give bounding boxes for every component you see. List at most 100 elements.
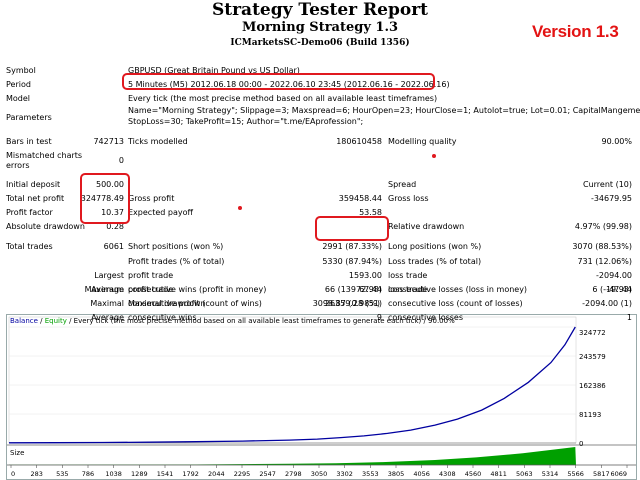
quality-value: 90.00% bbox=[601, 137, 632, 146]
relative-drawdown-value: 4.97% (99.98) bbox=[574, 222, 632, 231]
short-positions-value: 2991 (87.33%) bbox=[322, 242, 382, 251]
x-tick-label: 2044 bbox=[208, 470, 225, 478]
profit-trades-value: 5330 (87.94%) bbox=[322, 257, 382, 266]
parameters-line-1: Name="Morning Strategy"; Slippage=3; Max… bbox=[128, 106, 640, 115]
y-tick-label: 324772 bbox=[579, 329, 606, 337]
long-positions-label: Long positions (won %) bbox=[388, 242, 482, 251]
maximal-drawdown-value: 3098.87 (0.98%) bbox=[312, 299, 380, 308]
size-label: Size bbox=[10, 449, 24, 457]
model-label: Model bbox=[6, 94, 31, 103]
maximum-profit-value: 66 (13972.98) bbox=[324, 285, 382, 294]
drawdown-highlight bbox=[315, 216, 389, 241]
strategy-name: Morning Strategy 1.3 bbox=[241, 20, 399, 35]
spread-label: Spread bbox=[388, 180, 417, 189]
x-tick-label: 3302 bbox=[336, 470, 353, 478]
mismatch-label-2: errors bbox=[6, 161, 30, 170]
parameters-label: Parameters bbox=[6, 113, 52, 122]
ticks-value: 180610458 bbox=[336, 137, 382, 146]
maximal-label: Maximal bbox=[90, 299, 124, 308]
x-tick-label: 5063 bbox=[516, 470, 533, 478]
loss-trades-value: 731 (12.06%) bbox=[577, 257, 632, 266]
x-tick-label: 283 bbox=[30, 470, 42, 478]
x-tick-label: 4560 bbox=[465, 470, 482, 478]
x-tick-label: 0 bbox=[11, 470, 15, 478]
average-consecutive-profit-label: consecutive wins bbox=[128, 313, 197, 322]
model-value: Every tick (the most precise method base… bbox=[128, 94, 438, 103]
long-positions-value: 3070 (88.53%) bbox=[572, 242, 632, 251]
x-tick-label: 4811 bbox=[490, 470, 507, 478]
average-profit-label: profit trade bbox=[128, 285, 174, 294]
maximal-loss-value: -2094.00 (1) bbox=[582, 299, 632, 308]
maximum-label: Maximum bbox=[84, 285, 124, 294]
quality-label: Modelling quality bbox=[388, 137, 457, 146]
deposit-value: 500.00 bbox=[96, 180, 124, 189]
x-tick-label: 2295 bbox=[234, 470, 251, 478]
bars-value: 742713 bbox=[93, 137, 124, 146]
maximal-loss-label: consecutive loss (count of losses) bbox=[388, 299, 523, 308]
chart-plot: 324772 243579 162386 81193 0 Size 0 283 535 786 10… bbox=[7, 316, 636, 478]
maximum-loss-label: consecutive losses (loss in money) bbox=[388, 285, 528, 294]
short-positions-label: Short positions (won %) bbox=[128, 242, 224, 251]
profit-factor-value: 10.37 bbox=[101, 208, 124, 217]
average-label: Average bbox=[91, 285, 124, 294]
server-info: ICMarketsSC-Demo06 (Build 1356) bbox=[230, 38, 410, 48]
mismatch-value: 0 bbox=[118, 156, 124, 165]
average-loss-value: -47.44 bbox=[606, 285, 632, 294]
x-tick-label: 5566 bbox=[567, 470, 584, 478]
average-consecutive-loss-value: 1 bbox=[626, 313, 632, 322]
profit-trades-label: Profit trades (% of total) bbox=[128, 257, 225, 266]
x-tick-label: 1792 bbox=[182, 470, 199, 478]
deposit-profit-highlight bbox=[80, 173, 130, 224]
plot-frame bbox=[8, 316, 577, 444]
marker-dot bbox=[432, 154, 436, 158]
gross-profit-label: Gross profit bbox=[128, 194, 175, 203]
y-tick-label: 243579 bbox=[579, 353, 606, 361]
net-profit-value: 324778.49 bbox=[80, 194, 124, 203]
balance-line bbox=[8, 326, 576, 444]
symbol-label: Symbol bbox=[6, 66, 36, 75]
deposit-label: Initial deposit bbox=[6, 180, 61, 189]
x-tick-label: 3553 bbox=[362, 470, 379, 478]
x-tick-label: 5817 bbox=[593, 470, 610, 478]
expected-payoff-value: 53.58 bbox=[359, 208, 382, 217]
legend-balance: Balance bbox=[10, 317, 38, 325]
gross-profit-value: 359458.44 bbox=[338, 194, 382, 203]
total-trades-value: 6061 bbox=[103, 242, 124, 251]
legend-description: / Every tick (the most precise method ba… bbox=[66, 317, 455, 325]
chart-legend: Balance / Equity / Every tick (the most … bbox=[10, 317, 455, 325]
x-tick-label: 3050 bbox=[311, 470, 328, 478]
period-label: Period bbox=[6, 80, 31, 89]
average-profit-value: 67.44 bbox=[359, 285, 382, 294]
maximum-loss-value: 6 (-19.93) bbox=[592, 285, 632, 294]
x-tick-label: 2547 bbox=[259, 470, 276, 478]
x-tick-label: 786 bbox=[82, 470, 94, 478]
largest-loss-label: loss trade bbox=[388, 271, 428, 280]
average-consecutive-label: Average bbox=[91, 313, 124, 322]
period-value: 5 Minutes (M5) 2012.06.18 00:00 - 2022.0… bbox=[128, 80, 450, 89]
largest-profit-label: profit trade bbox=[128, 271, 174, 280]
period-highlight bbox=[122, 73, 435, 90]
y-tick-label: 81193 bbox=[579, 411, 601, 419]
x-tick-label: 2798 bbox=[285, 470, 302, 478]
size-area bbox=[9, 447, 576, 465]
profit-factor-label: Profit factor bbox=[6, 208, 53, 217]
maximal-profit-label: consecutive profit (count of wins) bbox=[128, 299, 262, 308]
mismatch-label: Mismatched charts bbox=[6, 151, 83, 160]
x-tick-label: 3805 bbox=[388, 470, 405, 478]
expected-payoff-label: Expected payoff bbox=[128, 208, 193, 217]
x-tick-label: 6069 bbox=[610, 470, 627, 478]
parameters-line-2: StopLoss=30; TakeProfit=15; Author="t.me… bbox=[128, 117, 364, 126]
loss-trades-label: Loss trades (% of total) bbox=[388, 257, 482, 266]
version-badge: Version 1.3 bbox=[532, 22, 619, 41]
x-tick-label: 1038 bbox=[105, 470, 122, 478]
average-loss-label: loss trade bbox=[388, 285, 428, 294]
balance-chart: Balance / Equity / Every tick (the most … bbox=[6, 314, 637, 480]
report-title: Strategy Tester Report bbox=[211, 0, 429, 20]
x-tick-label: 1289 bbox=[131, 470, 148, 478]
x-tick-label: 1541 bbox=[157, 470, 174, 478]
average-consecutive-loss-label: consecutive losses bbox=[388, 313, 464, 322]
relative-drawdown-label: Relative drawdown bbox=[388, 222, 465, 231]
gross-loss-label: Gross loss bbox=[388, 194, 429, 203]
total-trades-label: Total trades bbox=[6, 242, 53, 251]
marker-dot bbox=[238, 206, 242, 210]
